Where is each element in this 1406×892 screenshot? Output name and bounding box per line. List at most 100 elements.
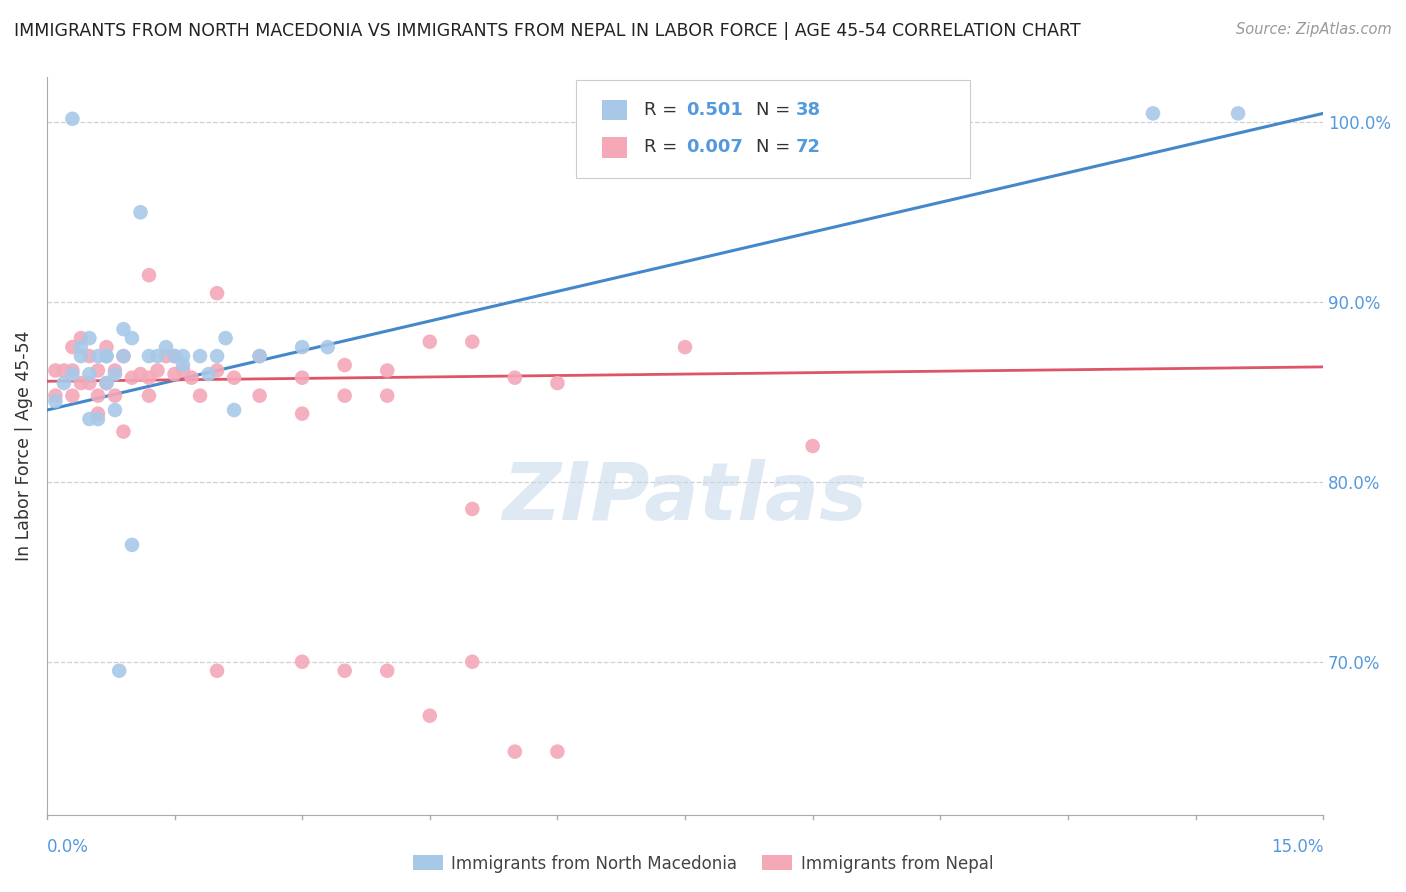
Text: R =: R = <box>644 101 683 119</box>
Point <box>112 425 135 439</box>
Point <box>112 349 135 363</box>
Point <box>546 745 568 759</box>
Point <box>87 389 110 403</box>
Point <box>249 349 271 363</box>
Text: ZIPatlas: ZIPatlas <box>502 458 868 537</box>
Point <box>70 376 93 390</box>
Point <box>333 389 356 403</box>
Point <box>163 367 186 381</box>
Point <box>44 363 66 377</box>
Point <box>1142 106 1164 120</box>
Text: Source: ZipAtlas.com: Source: ZipAtlas.com <box>1236 22 1392 37</box>
Point <box>79 367 101 381</box>
Text: 15.0%: 15.0% <box>1271 838 1323 855</box>
Point <box>222 403 245 417</box>
Point <box>96 349 118 363</box>
Point <box>62 389 84 403</box>
Point <box>96 376 118 390</box>
Point <box>79 349 101 363</box>
Point <box>205 664 228 678</box>
Point <box>70 331 93 345</box>
Point <box>146 349 169 363</box>
Point <box>249 389 271 403</box>
Point <box>70 349 93 363</box>
Point <box>87 363 110 377</box>
Point <box>108 664 131 678</box>
Text: N =: N = <box>756 138 796 156</box>
Point <box>461 502 484 516</box>
Point <box>222 370 245 384</box>
Point <box>104 389 127 403</box>
Point <box>205 286 228 301</box>
Point <box>138 349 160 363</box>
Point <box>291 370 314 384</box>
Point <box>79 376 101 390</box>
Point <box>188 389 211 403</box>
Point <box>375 664 398 678</box>
Point <box>52 363 75 377</box>
Point <box>291 340 314 354</box>
Point <box>155 349 177 363</box>
Point <box>62 367 84 381</box>
Point <box>419 708 441 723</box>
Point <box>375 363 398 377</box>
Point <box>52 376 75 390</box>
Point <box>44 394 66 409</box>
Point <box>249 349 271 363</box>
Point <box>138 268 160 283</box>
Point <box>121 370 143 384</box>
Point <box>316 340 339 354</box>
Point <box>1227 106 1250 120</box>
Text: 0.501: 0.501 <box>686 101 742 119</box>
Point <box>197 367 219 381</box>
Point <box>87 412 110 426</box>
Point <box>291 655 314 669</box>
Point <box>163 349 186 363</box>
Point <box>129 367 152 381</box>
Legend: Immigrants from North Macedonia, Immigrants from Nepal: Immigrants from North Macedonia, Immigra… <box>406 848 1000 880</box>
Point <box>155 340 177 354</box>
Point <box>503 370 526 384</box>
Point <box>62 363 84 377</box>
Point <box>129 205 152 219</box>
Point <box>146 363 169 377</box>
Point <box>44 389 66 403</box>
Point <box>87 407 110 421</box>
Point <box>461 334 484 349</box>
Point <box>70 340 93 354</box>
Text: R =: R = <box>644 138 683 156</box>
Text: 0.007: 0.007 <box>686 138 742 156</box>
Point <box>96 340 118 354</box>
Point <box>172 358 194 372</box>
Point <box>96 376 118 390</box>
Point <box>104 367 127 381</box>
Point <box>673 340 696 354</box>
Point <box>333 664 356 678</box>
Point <box>104 403 127 417</box>
Point <box>96 349 118 363</box>
Point <box>333 358 356 372</box>
Text: N =: N = <box>756 101 796 119</box>
Point <box>205 363 228 377</box>
Text: IMMIGRANTS FROM NORTH MACEDONIA VS IMMIGRANTS FROM NEPAL IN LABOR FORCE | AGE 45: IMMIGRANTS FROM NORTH MACEDONIA VS IMMIG… <box>14 22 1081 40</box>
Text: 38: 38 <box>796 101 821 119</box>
Point <box>419 334 441 349</box>
Point <box>375 389 398 403</box>
Point <box>801 439 824 453</box>
Point <box>79 412 101 426</box>
Point <box>138 370 160 384</box>
Point <box>503 745 526 759</box>
Point <box>172 363 194 377</box>
Point <box>121 331 143 345</box>
Y-axis label: In Labor Force | Age 45-54: In Labor Force | Age 45-54 <box>15 331 32 561</box>
Point <box>112 322 135 336</box>
Point <box>104 363 127 377</box>
Point <box>121 538 143 552</box>
Point <box>214 331 236 345</box>
Point <box>62 112 84 126</box>
Point <box>180 370 202 384</box>
Point <box>188 349 211 363</box>
Point <box>79 331 101 345</box>
Point <box>112 349 135 363</box>
Point <box>87 349 110 363</box>
